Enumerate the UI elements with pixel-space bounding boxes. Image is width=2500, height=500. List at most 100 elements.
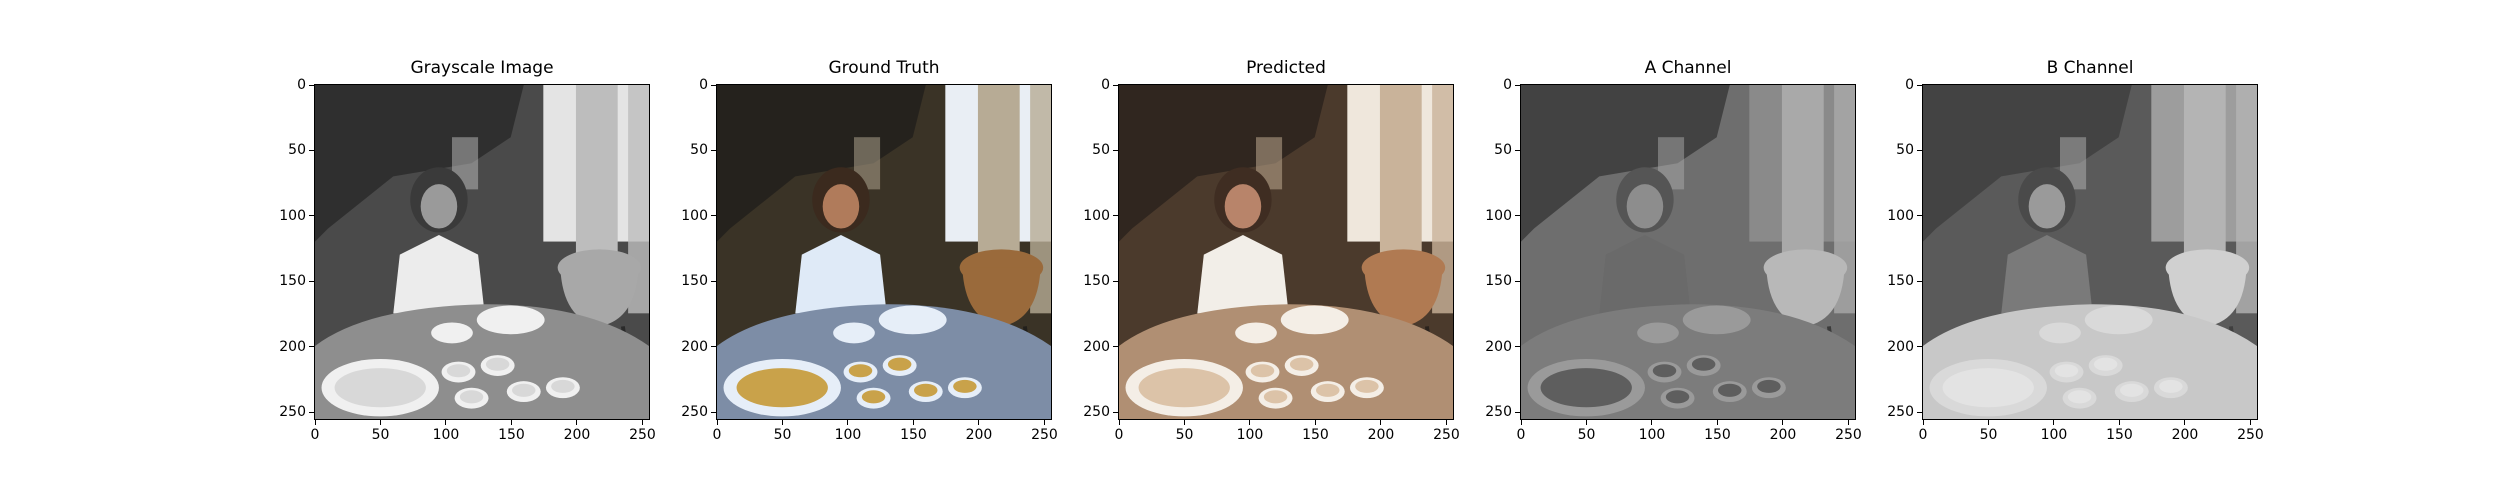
y-tick-label: 150 (279, 273, 306, 290)
y-tick-mark (1515, 411, 1520, 413)
y-tick-mark (1515, 149, 1520, 151)
x-tick-mark (978, 420, 980, 425)
y-tick-label: 250 (1485, 404, 1512, 421)
y-tick-mark (1917, 346, 1922, 348)
x-tick-label: 0 (712, 427, 722, 443)
x-tick-label: 250 (1031, 427, 1058, 443)
y-tick-label: 200 (1083, 338, 1110, 355)
panel-title: A Channel (1644, 58, 1732, 78)
y-tick-mark (1917, 280, 1922, 282)
y-tick-mark (309, 346, 314, 348)
y-tick-mark (1113, 149, 1118, 151)
y-tick-mark (1113, 280, 1118, 282)
y-tick-label: 200 (1485, 338, 1512, 355)
y-tick-label: 150 (1485, 273, 1512, 290)
x-tick-mark (781, 420, 783, 425)
y-tick-mark (1515, 84, 1520, 86)
y-tick-mark (309, 149, 314, 151)
y-tick-mark (309, 411, 314, 413)
panel-title: Ground Truth (828, 58, 940, 78)
x-tick-label: 0 (310, 427, 320, 443)
x-tick-label: 250 (1433, 427, 1460, 443)
y-tick-mark (1515, 280, 1520, 282)
x-tick-label: 50 (1175, 427, 1194, 443)
x-tick-label: 100 (834, 427, 862, 443)
y-tick-label: 100 (1887, 207, 1914, 224)
y-tick-mark (1113, 215, 1118, 217)
y-tick-mark (309, 215, 314, 217)
y-tick-mark (309, 280, 314, 282)
y-tick-label: 250 (1887, 404, 1914, 421)
x-tick-mark (1183, 420, 1185, 425)
x-tick-label: 150 (900, 427, 927, 443)
y-tick-label: 50 (1092, 142, 1110, 159)
y-tick-mark (309, 84, 314, 86)
y-tick-label: 100 (1083, 207, 1110, 224)
y-tick-label: 0 (1905, 77, 1914, 93)
x-tick-label: 100 (432, 427, 460, 443)
x-tick-label: 200 (1367, 427, 1395, 443)
y-tick-label: 0 (1101, 77, 1110, 93)
y-tick-label: 250 (681, 404, 708, 421)
y-tick-mark (1515, 346, 1520, 348)
y-tick-label: 150 (1083, 273, 1110, 290)
x-tick-label: 0 (1114, 427, 1124, 443)
x-tick-label: 150 (498, 427, 525, 443)
x-tick-label: 100 (1638, 427, 1666, 443)
y-tick-mark (711, 215, 716, 217)
panel-image (314, 84, 650, 420)
panel-title: Predicted (1246, 58, 1326, 78)
y-tick-label: 250 (279, 404, 306, 421)
x-tick-label: 0 (1516, 427, 1526, 443)
panel-image (1922, 84, 2258, 420)
x-tick-mark (641, 420, 643, 425)
panel-image (1118, 84, 1454, 420)
x-tick-label: 200 (965, 427, 993, 443)
y-tick-label: 100 (279, 207, 306, 224)
x-tick-mark (1716, 420, 1718, 425)
x-tick-mark (1249, 420, 1251, 425)
y-tick-label: 100 (681, 207, 708, 224)
x-tick-mark (510, 420, 512, 425)
x-tick-mark (445, 420, 447, 425)
x-tick-mark (2053, 420, 2055, 425)
x-tick-mark (1445, 420, 1447, 425)
x-tick-mark (1585, 420, 1587, 425)
x-tick-label: 200 (2171, 427, 2199, 443)
x-tick-label: 0 (1918, 427, 1928, 443)
y-tick-mark (1515, 215, 1520, 217)
x-tick-label: 50 (1979, 427, 1998, 443)
x-tick-mark (1118, 420, 1120, 425)
x-tick-label: 150 (2106, 427, 2133, 443)
y-tick-mark (1917, 411, 1922, 413)
y-tick-label: 200 (1887, 338, 1914, 355)
y-tick-label: 50 (690, 142, 708, 159)
y-tick-label: 50 (1896, 142, 1914, 159)
x-tick-mark (314, 420, 316, 425)
x-tick-mark (847, 420, 849, 425)
x-tick-label: 250 (2237, 427, 2264, 443)
y-tick-mark (1113, 346, 1118, 348)
x-tick-mark (1314, 420, 1316, 425)
y-tick-label: 0 (1503, 77, 1512, 93)
x-tick-mark (1380, 420, 1382, 425)
x-tick-label: 100 (2040, 427, 2068, 443)
y-tick-label: 200 (681, 338, 708, 355)
panel-title: Grayscale Image (410, 58, 554, 78)
x-tick-mark (1651, 420, 1653, 425)
x-tick-label: 100 (1236, 427, 1264, 443)
y-tick-label: 50 (288, 142, 306, 159)
y-tick-mark (1917, 215, 1922, 217)
panel-image (716, 84, 1052, 420)
panel-title: B Channel (2046, 58, 2134, 78)
x-tick-label: 200 (563, 427, 591, 443)
x-tick-label: 250 (629, 427, 656, 443)
x-tick-mark (1782, 420, 1784, 425)
x-tick-label: 50 (773, 427, 792, 443)
y-tick-mark (1113, 411, 1118, 413)
x-tick-label: 150 (1302, 427, 1329, 443)
x-tick-mark (2249, 420, 2251, 425)
y-tick-mark (1917, 149, 1922, 151)
x-tick-mark (1043, 420, 1045, 425)
x-tick-mark (912, 420, 914, 425)
